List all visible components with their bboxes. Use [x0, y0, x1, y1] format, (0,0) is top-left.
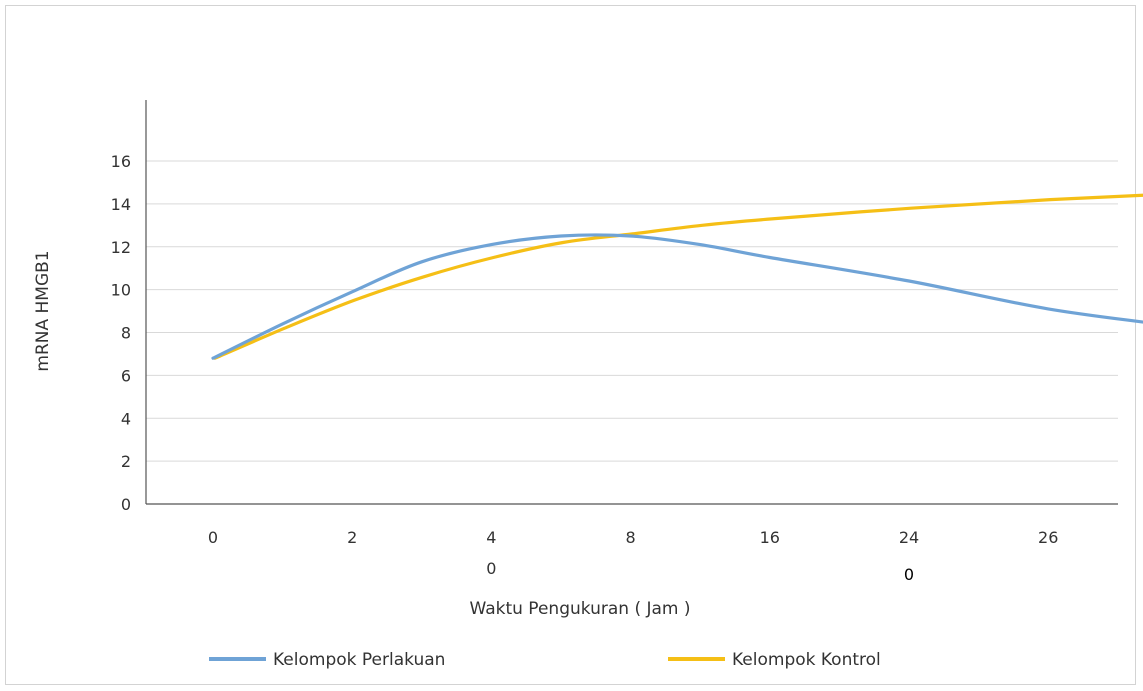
- x-tick-label: 24: [899, 528, 919, 547]
- y-tick-label: 8: [121, 324, 131, 343]
- y-tick-label: 10: [111, 281, 131, 300]
- x-axis-label: Waktu Pengukuran ( Jam ): [469, 599, 690, 619]
- series-line-kontrol: [213, 193, 1143, 360]
- y-tick-label: 14: [111, 195, 131, 214]
- x-tick-label: 26: [1038, 528, 1058, 547]
- y-tick-label: 4: [121, 409, 131, 428]
- series-lines: [211, 193, 1143, 360]
- y-tick-label: 2: [121, 452, 131, 471]
- y-tick-labels: 0 2 4 6 8 10 12 14 16: [111, 152, 131, 514]
- chart-frame: [5, 5, 1136, 685]
- y-tick-label: 6: [121, 366, 131, 385]
- x-tick-label: 16: [760, 528, 780, 547]
- series-line-perlakuan: [211, 233, 1143, 360]
- x-extra-label: 0: [904, 565, 914, 584]
- y-tick-label: 12: [111, 238, 131, 257]
- x-extra-label: 0: [486, 559, 496, 578]
- y-tick-label: 16: [111, 152, 131, 171]
- y-tick-label: 0: [121, 495, 131, 514]
- x-tick-labels: 0 2 4 8 16 24 260 0: [208, 528, 1058, 584]
- x-tick-label: 8: [626, 528, 636, 547]
- x-tick-label: 2: [347, 528, 357, 547]
- axes: [145, 100, 1118, 505]
- legend-label: Kelompok Kontrol: [732, 650, 881, 670]
- x-tick-label: 0: [208, 528, 218, 547]
- legend: Kelompok Perlakuan Kelompok Kontrol: [209, 650, 881, 670]
- x-tick-label: 4: [486, 528, 496, 547]
- legend-label: Kelompok Perlakuan: [273, 650, 445, 670]
- y-axis-label: mRNA HMGB1: [33, 250, 53, 371]
